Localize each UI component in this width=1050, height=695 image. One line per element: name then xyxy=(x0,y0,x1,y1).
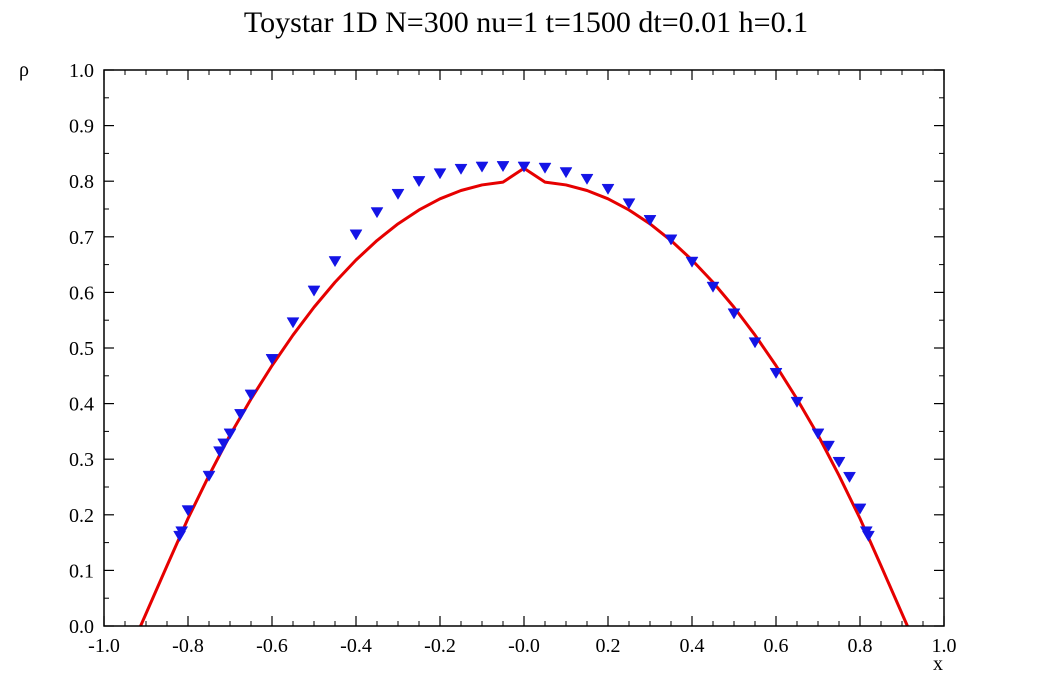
y-tick-label-7: 0.7 xyxy=(69,227,94,249)
data-point xyxy=(790,396,804,408)
x-tick-label-4: -0.2 xyxy=(424,635,456,657)
data-point xyxy=(286,317,300,329)
data-point xyxy=(538,162,552,174)
data-point xyxy=(861,530,875,542)
data-point xyxy=(307,285,321,297)
data-point xyxy=(217,438,231,450)
data-point xyxy=(727,308,741,320)
data-point xyxy=(454,163,468,175)
data-point xyxy=(769,367,783,379)
data-point xyxy=(475,161,489,173)
y-tick-label-1: 0.1 xyxy=(69,560,94,582)
data-point xyxy=(843,471,856,483)
data-point xyxy=(601,183,615,195)
x-tick-label-3: -0.4 xyxy=(340,635,372,657)
chart-title: Toystar 1D N=300 nu=1 t=1500 dt=0.01 h=0… xyxy=(244,6,808,39)
y-tick-label-8: 0.8 xyxy=(69,171,94,193)
data-point xyxy=(685,256,699,268)
data-point xyxy=(265,354,279,366)
data-point xyxy=(412,176,426,188)
data-point xyxy=(234,409,247,421)
data-point xyxy=(580,173,594,185)
x-tick-label-0: -1.0 xyxy=(88,635,120,657)
data-point xyxy=(559,167,573,179)
data-point xyxy=(853,503,867,515)
x-axis-label: x xyxy=(933,653,943,675)
data-point xyxy=(244,389,258,401)
data-point xyxy=(391,188,405,200)
data-point xyxy=(370,207,384,219)
y-tick-label-10: 1.0 xyxy=(69,60,94,82)
y-tick-label-2: 0.2 xyxy=(69,505,94,527)
data-point xyxy=(748,337,762,349)
y-tick-label-6: 0.6 xyxy=(69,282,94,304)
axis-ticks: -1.0 -0.8 -0.6 -0.4 -0.2 -0.0 0.2 0.4 0.6 0.8 1.0 0… xyxy=(69,60,957,657)
data-point xyxy=(706,281,720,293)
x-tick-label-8: 0.6 xyxy=(764,635,789,657)
data-point xyxy=(643,215,657,227)
data-point xyxy=(811,428,825,440)
data-point xyxy=(213,446,226,458)
x-tick-label-1: -0.8 xyxy=(172,635,204,657)
data-point xyxy=(822,440,835,452)
x-tick-label-6: 0.2 xyxy=(596,635,621,657)
y-tick-label-5: 0.5 xyxy=(69,338,94,360)
data-point xyxy=(517,161,531,173)
plot-frame xyxy=(103,69,945,627)
y-tick-label-4: 0.4 xyxy=(69,394,94,416)
data-point xyxy=(664,234,678,246)
y-tick-label-3: 0.3 xyxy=(69,449,94,471)
x-tick-label-10: 1.0 xyxy=(932,635,957,657)
data-point xyxy=(832,456,846,468)
x-tick-label-2: -0.6 xyxy=(256,635,288,657)
y-tick-label-9: 0.9 xyxy=(69,116,94,138)
y-tick-label-0: 0.0 xyxy=(69,616,94,638)
data-point xyxy=(496,161,510,173)
data-point xyxy=(175,526,189,538)
data-point xyxy=(202,470,216,482)
data-point xyxy=(622,198,636,210)
y-axis-label: ρ xyxy=(19,59,29,81)
particle-markers xyxy=(173,161,875,542)
data-point xyxy=(223,428,237,440)
data-point xyxy=(433,168,447,180)
x-tick-label-7: 0.4 xyxy=(680,635,705,657)
data-point xyxy=(181,505,195,517)
data-point xyxy=(349,229,363,241)
data-point xyxy=(328,256,342,268)
x-tick-label-9: 0.8 xyxy=(848,635,873,657)
x-tick-label-5: -0.0 xyxy=(508,635,540,657)
